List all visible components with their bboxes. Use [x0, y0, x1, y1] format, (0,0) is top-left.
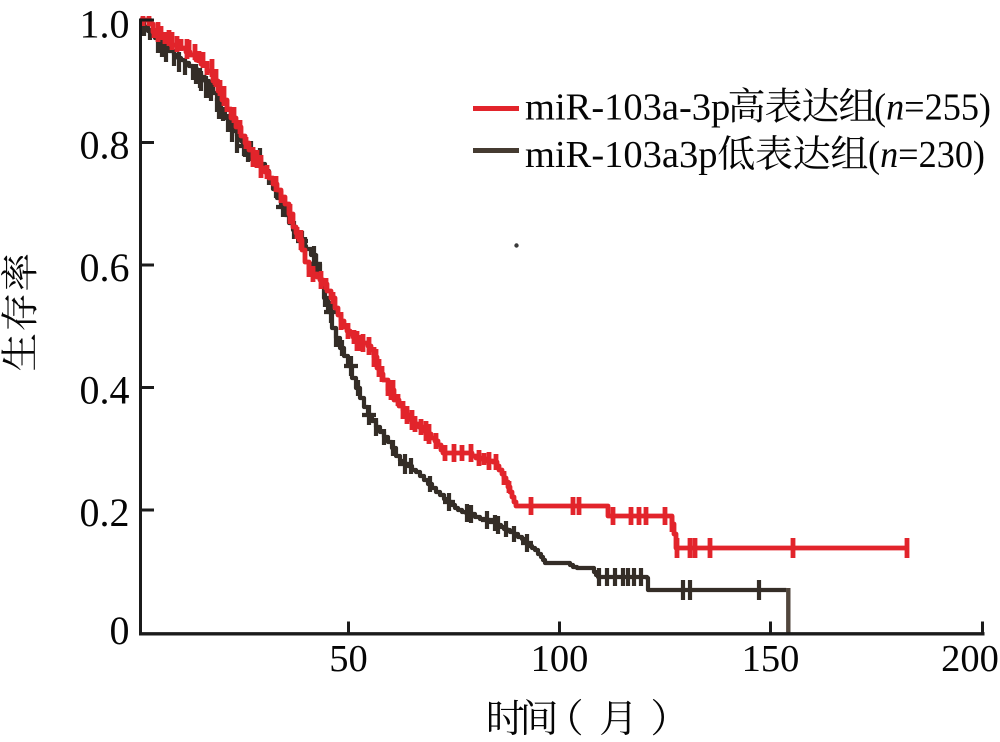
- svg-text:0.4: 0.4: [80, 368, 130, 413]
- svg-text:200: 200: [941, 638, 999, 680]
- svg-text:(n=255): (n=255): [874, 87, 991, 129]
- svg-text:50: 50: [329, 638, 368, 680]
- svg-text:0: 0: [110, 608, 130, 653]
- svg-text:0.6: 0.6: [80, 245, 130, 290]
- svg-text:0.8: 0.8: [80, 123, 130, 168]
- svg-text:miR-103a3p: miR-103a3p: [525, 134, 717, 176]
- svg-text:100: 100: [531, 638, 589, 680]
- svg-text:0.2: 0.2: [80, 490, 130, 535]
- svg-text:150: 150: [742, 638, 800, 680]
- svg-text:(n=230): (n=230): [868, 134, 985, 176]
- svg-text:1.0: 1.0: [80, 2, 130, 47]
- svg-text:miR-103a-3p: miR-103a-3p: [525, 87, 730, 129]
